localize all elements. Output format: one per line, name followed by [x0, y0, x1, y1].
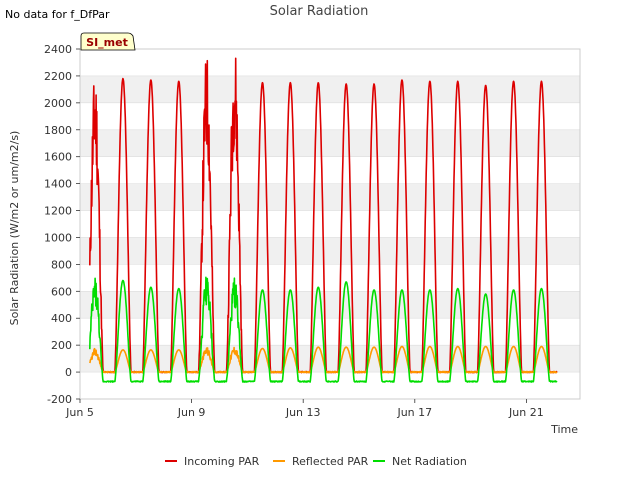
grid-band — [80, 345, 580, 373]
legend-label: Net Radiation — [392, 455, 467, 468]
y-tick-label: 400 — [51, 312, 72, 325]
x-axis-label: Time — [550, 423, 578, 436]
grid-band — [80, 237, 580, 265]
legend-label: Reflected PAR — [292, 455, 369, 468]
y-tick-label: 2400 — [44, 43, 72, 56]
site-tag-label: SI_met — [86, 36, 128, 49]
grid-bands — [80, 75, 580, 373]
plot-background — [80, 49, 580, 399]
y-tick-label: 1600 — [44, 151, 72, 164]
legend-label: Incoming PAR — [184, 455, 260, 468]
legend: Incoming PAR Reflected PAR Net Radiation — [165, 455, 467, 468]
y-tick-label: 1800 — [44, 124, 72, 137]
grid-band — [80, 291, 580, 319]
y-tick-label: 600 — [51, 285, 72, 298]
y-tick-label: 800 — [51, 258, 72, 271]
y-tick-label: 1200 — [44, 205, 72, 218]
y-tick-label: 2200 — [44, 70, 72, 83]
site-tag-box: SI_met — [80, 32, 136, 51]
y-tick-label: 2000 — [44, 97, 72, 110]
y-axis-label: Solar Radiation (W/m2 or um/m2/s) — [8, 131, 21, 326]
site-tag-shape — [80, 32, 136, 51]
x-tick-label: Jun 9 — [177, 406, 206, 419]
x-tick-label: Jun 13 — [285, 406, 321, 419]
grid-band — [80, 129, 580, 157]
y-tick-label: 1000 — [44, 231, 72, 244]
x-axis: Jun 5 Jun 9 Jun 13 Jun 17 Jun 21 — [65, 399, 544, 419]
plot-frame — [79, 48, 581, 400]
y-axis: -200 0 200 400 600 800 1000 1200 1400 1600 1800 200… — [44, 43, 80, 406]
y-tick-label: -200 — [47, 393, 72, 406]
y-tick-label: 1400 — [44, 178, 72, 191]
y-tick-label: 0 — [65, 366, 72, 379]
series-line-net-radiation — [89, 276, 558, 383]
x-tick-label: Jun 5 — [65, 406, 94, 419]
grid-band — [80, 183, 580, 211]
grid-band — [80, 75, 580, 103]
x-tick-label: Jun 17 — [396, 406, 432, 419]
series-lines — [89, 57, 558, 383]
y-tick-label: 200 — [51, 339, 72, 352]
plot-area — [79, 48, 581, 400]
x-tick-label: Jun 21 — [508, 406, 544, 419]
corner-note: No data for f_DfPar — [5, 8, 110, 21]
chart-title: Solar Radiation — [270, 4, 369, 19]
